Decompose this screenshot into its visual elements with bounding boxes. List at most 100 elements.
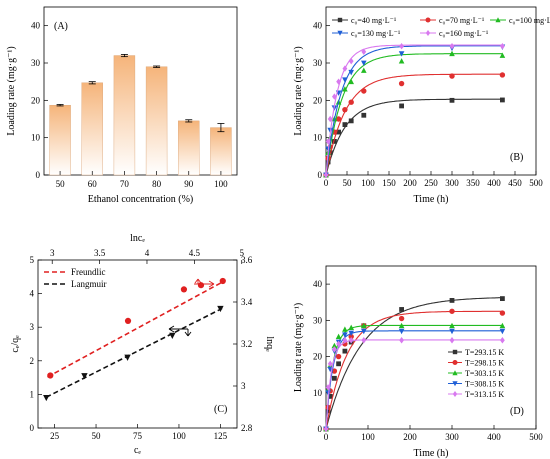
plot-frame-c — [37, 259, 238, 429]
ytick-label-d: 20 — [313, 352, 323, 362]
ytick-label-c: 2 — [30, 356, 35, 366]
data-point-d-0 — [500, 296, 505, 301]
data-point-b-4 — [361, 48, 367, 55]
x-axis-label-a: Ethanol concentration (%) — [88, 194, 194, 205]
y-axis-label-c: cₑ/qₑ — [10, 335, 21, 353]
data-point-b-2 — [361, 67, 367, 73]
legend-label-d-1: T=298.15 K — [465, 359, 504, 368]
x-axis-label-d: Time (h) — [414, 448, 449, 459]
data-point-d-4 — [332, 346, 337, 353]
data-point-d-2 — [331, 342, 338, 349]
xtick-label-a: 70 — [120, 179, 130, 189]
xtick-label-d: 200 — [403, 432, 417, 442]
xtick-label-b: 400 — [487, 178, 501, 188]
ytick-label-a: 10 — [31, 133, 41, 143]
y2tick-label-c: 3.6 — [241, 255, 253, 265]
panel-d: 0 100 200 300 400 500 0 10 20 30 40 Time (h) Loading… — [293, 265, 543, 459]
legend-marker-d-4 — [452, 391, 458, 397]
xtick-label-b: 450 — [508, 178, 522, 188]
data-point-b-1 — [398, 80, 405, 87]
xtick-label-b: 500 — [529, 178, 543, 188]
y2tick-label-c: 2.8 — [241, 423, 253, 433]
x2tick-label-c: 4 — [145, 248, 150, 258]
ytick-label-b: 10 — [313, 133, 323, 143]
data-point-b-0 — [342, 122, 348, 127]
y-axis-label-d: Loading rate (mg·g⁻¹) — [293, 303, 304, 392]
data-point-b-2 — [398, 58, 405, 64]
panel-a: 0 10 20 30 40 50 60 70 80 90 100 Ethanol concentrat… — [6, 6, 238, 205]
legend-marker-d-2 — [452, 370, 458, 376]
panel-label-a: (A) — [54, 21, 68, 32]
data-point-c-0 — [219, 277, 226, 285]
data-point-b-4 — [325, 138, 331, 145]
xtick-label-d: 500 — [529, 432, 543, 442]
fit-curve-b-2 — [325, 53, 503, 176]
data-point-c-0 — [47, 372, 54, 379]
bar-80 — [145, 66, 168, 176]
x-axis-label-b: Time (h) — [414, 194, 449, 205]
ytick-label-d: 10 — [313, 388, 323, 398]
data-point-c-1 — [43, 394, 50, 402]
ytick-label-b: 20 — [313, 95, 323, 105]
data-point-b-1 — [499, 72, 506, 78]
ytick-label-a: 40 — [31, 21, 41, 31]
data-point-c-1 — [169, 332, 176, 339]
data-point-b-0 — [361, 112, 367, 118]
fit-curve-d-3 — [325, 330, 503, 430]
fit-curve-b-1 — [325, 73, 503, 176]
data-point-d-0 — [332, 375, 337, 381]
legend-label-d-2: T=303.15 K — [465, 369, 504, 378]
y-axis-label-a: Loading rate (mg·g⁻¹) — [6, 46, 17, 135]
data-point-b-0 — [348, 118, 354, 124]
legend-marker-b-0 — [337, 17, 343, 23]
data-point-d-0 — [327, 394, 333, 399]
data-point-b-4 — [348, 57, 354, 65]
data-point-b-4 — [342, 65, 348, 72]
fit-curve-d-4 — [325, 339, 503, 430]
data-point-d-1 — [499, 310, 506, 316]
xtick-label-b: 150 — [382, 178, 396, 188]
legend-label-b-3: c₀=130 mg·L⁻¹ — [351, 29, 401, 38]
x2tick-label-c: 3 — [50, 248, 55, 258]
data-point-d-1 — [335, 353, 342, 360]
legend-label-b-0: c₀=40 mg·L⁻¹ — [351, 16, 397, 25]
panel-b: 0 50 100 150 200 250 300 350 400 450 500 0 10 20 30 40 T… — [293, 6, 550, 205]
legend-label-b-1: c₀=70 mg·L⁻¹ — [439, 16, 485, 25]
xtick-label-b: 250 — [424, 178, 438, 188]
legend-marker-d-0 — [452, 349, 458, 355]
data-point-d-2 — [335, 333, 342, 340]
legend-marker-b-1 — [425, 17, 431, 23]
xtick-label-d: 100 — [361, 432, 375, 442]
x-axis-label-c: cₑ — [134, 445, 141, 456]
legend-marker-b-2 — [495, 17, 501, 23]
data-point-d-3 — [499, 328, 506, 335]
xtick-label-b: 100 — [361, 178, 375, 188]
data-point-c-1 — [81, 373, 88, 380]
panel-label-b: (B) — [510, 152, 523, 163]
xtick-label-a: 60 — [88, 179, 98, 189]
ytick-label-b: 0 — [318, 170, 323, 180]
panel-label-c: (C) — [214, 404, 227, 415]
x2tick-label-c: 5 — [239, 248, 244, 258]
data-point-b-0 — [449, 97, 455, 103]
panel-label-d: (D) — [510, 406, 524, 417]
data-point-d-2 — [361, 322, 367, 329]
ytick-label-d: 30 — [313, 315, 323, 325]
fit-curve-b-0 — [325, 98, 503, 176]
data-point-b-4 — [323, 171, 329, 179]
data-point-b-0 — [336, 129, 341, 135]
data-point-d-1 — [348, 333, 354, 340]
bar-100 — [210, 127, 232, 176]
xtick-label-a: 100 — [214, 179, 228, 189]
data-point-b-4 — [336, 78, 341, 85]
ytick-label-a: 0 — [36, 170, 41, 180]
xtick-label-a: 90 — [184, 179, 194, 189]
legend-label-d-3: T=308.15 K — [465, 380, 504, 389]
data-point-d-3 — [449, 328, 455, 335]
data-point-d-4 — [399, 337, 404, 344]
legend-label-b-2: c₀=100 mg·L⁻¹ — [509, 16, 550, 25]
data-point-b-1 — [348, 99, 354, 105]
y2tick-label-c: 3.2 — [241, 339, 252, 349]
data-point-c-0 — [180, 286, 188, 293]
legend-marker-b-3 — [337, 30, 343, 36]
